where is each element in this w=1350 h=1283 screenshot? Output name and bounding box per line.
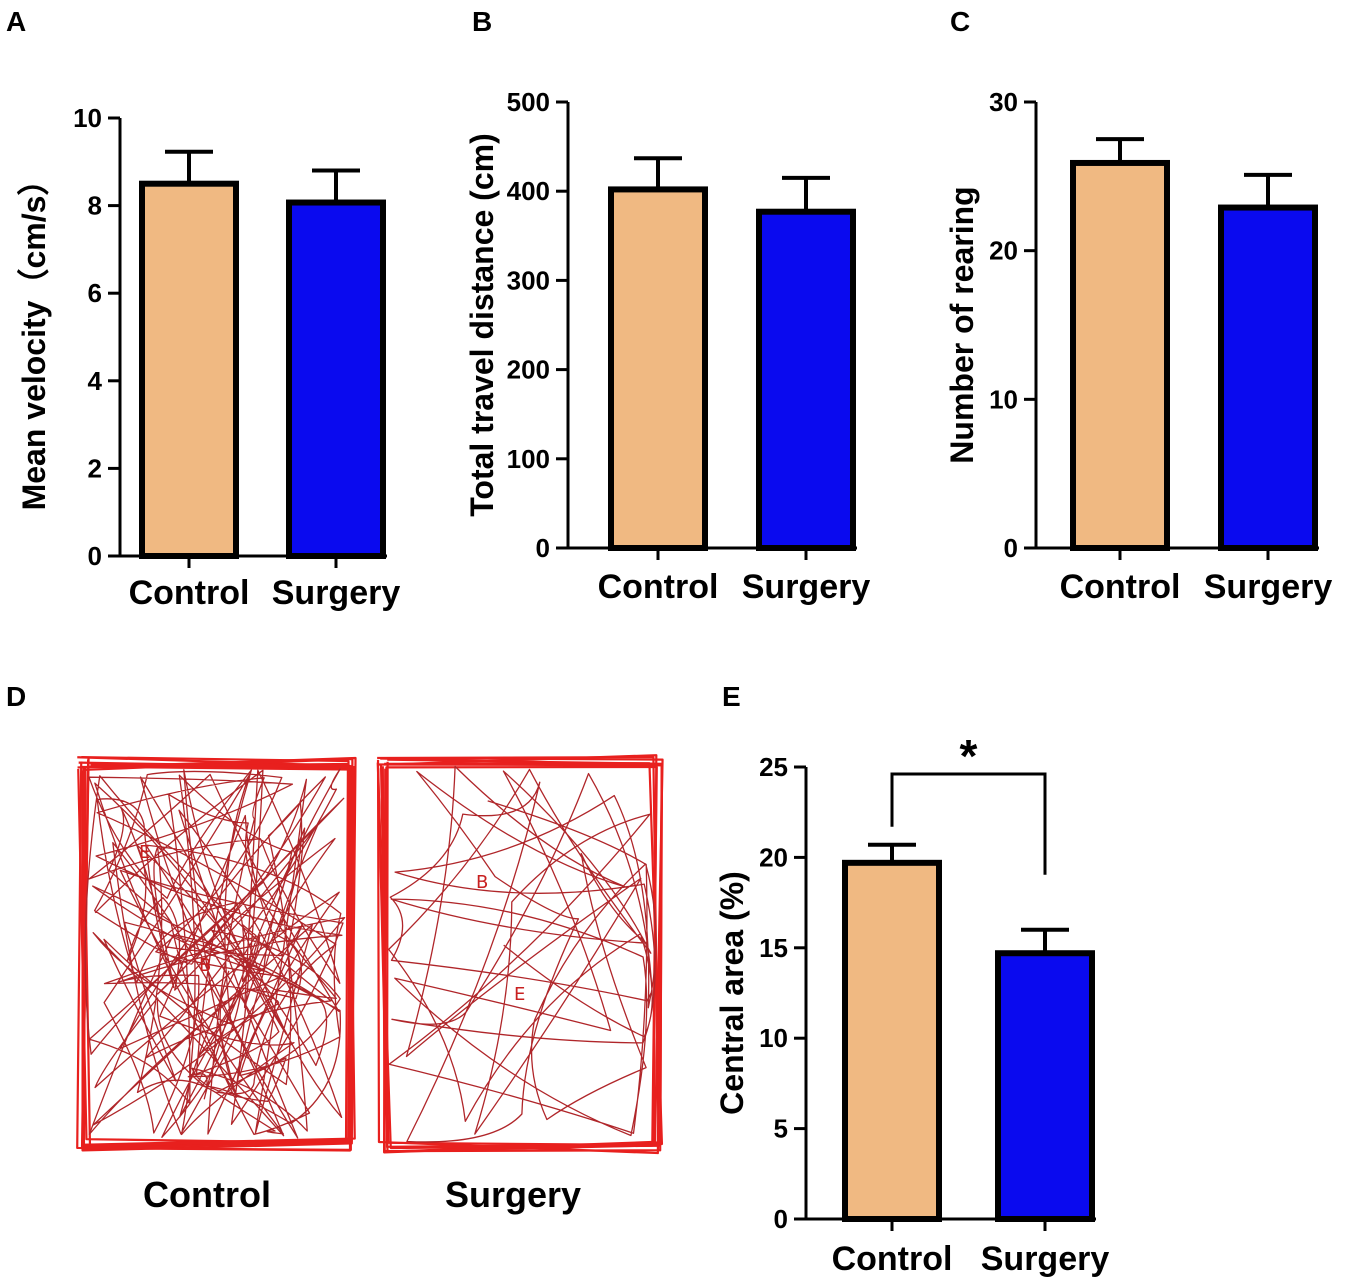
track-border-path: [379, 754, 658, 1147]
y-axis-title: Mean velocity（cm/s）: [16, 164, 52, 511]
y-tick-label: 20: [989, 236, 1018, 266]
y-tick-label: 0: [536, 533, 550, 563]
x-tick-label: Control: [1060, 568, 1181, 606]
y-axis-title: Total travel distance (cm): [464, 133, 500, 517]
y-axis-title: Central area (%): [714, 871, 750, 1115]
y-tick-label: 200: [507, 355, 550, 385]
y-tick-label: 100: [507, 444, 550, 474]
chart-number-of-rearing: 0 10 20 30 Number of rearing Control Surgery: [944, 87, 1332, 606]
x-tick-label: Surgery: [1204, 568, 1333, 606]
x-tick-label: Control: [832, 1240, 953, 1278]
y-tick-label: 10: [73, 103, 102, 133]
bar-surgery: [286, 199, 386, 559]
chart-central-area: 0 5 10 15 20 25 Central area (%) Control Surgery…: [714, 730, 1109, 1278]
y-tick-label: 300: [507, 265, 550, 295]
chart-mean-velocity: 0 2 4 6 8 10 Mean velocity（cm/s） Control Surgery: [16, 103, 400, 612]
panel-label-b: B: [472, 6, 492, 37]
y-axis-title: Number of rearing: [944, 186, 980, 463]
x-tick-label: Surgery: [981, 1240, 1110, 1278]
track-path: [84, 768, 346, 1139]
y-tick-label: 10: [759, 1023, 788, 1053]
track-marker-surgery-begin: B: [476, 872, 488, 893]
y-tick-label: 5: [774, 1114, 788, 1144]
y-tick-label: 6: [88, 278, 102, 308]
y-tick-label: 15: [759, 933, 788, 963]
x-tick-label: Surgery: [272, 574, 401, 612]
track-border-path: [376, 759, 664, 1155]
y-tick-label: 4: [88, 366, 103, 396]
bar-control: [139, 180, 239, 559]
track-path: [388, 765, 657, 1143]
track-marker-control-end: E: [139, 842, 150, 863]
bar-surgery: [756, 208, 856, 551]
panel-label-e: E: [722, 681, 741, 712]
x-tick-label: Surgery: [742, 568, 871, 606]
y-tick-label: 8: [88, 191, 102, 221]
bar-surgery: [995, 950, 1095, 1222]
bar-control: [608, 186, 708, 552]
y-tick-label: 0: [88, 541, 102, 571]
track-map-control: [76, 755, 357, 1152]
y-tick-label: 400: [507, 176, 550, 206]
significance-marker: *: [960, 730, 978, 782]
track-border-path: [81, 758, 352, 1151]
y-tick-label: 10: [989, 384, 1018, 414]
bar-surgery: [1218, 204, 1318, 551]
panel-label-c: C: [950, 6, 970, 37]
track-marker-surgery-end: E: [514, 984, 525, 1005]
bar-control: [1070, 159, 1170, 551]
y-tick-label: 25: [759, 752, 788, 782]
y-tick-label: 30: [989, 87, 1018, 117]
track-marker-control-begin: B: [199, 955, 211, 976]
y-tick-label: 0: [774, 1204, 788, 1234]
y-tick-label: 500: [507, 87, 550, 117]
panel-label-a: A: [6, 6, 26, 37]
significance-bracket: [890, 772, 1047, 875]
bar-control: [842, 859, 942, 1222]
x-tick-label: Control: [598, 568, 719, 606]
track-border-path: [380, 757, 663, 1154]
panel-label-d: D: [6, 681, 26, 712]
track-caption-control: Control: [143, 1174, 271, 1215]
track-map-surgery: [376, 754, 664, 1155]
y-tick-label: 2: [88, 453, 102, 483]
track-border-path: [376, 756, 660, 1150]
x-tick-label: Control: [129, 574, 250, 612]
y-tick-label: 20: [759, 842, 788, 872]
y-tick-label: 0: [1004, 533, 1018, 563]
track-caption-surgery: Surgery: [445, 1174, 581, 1215]
